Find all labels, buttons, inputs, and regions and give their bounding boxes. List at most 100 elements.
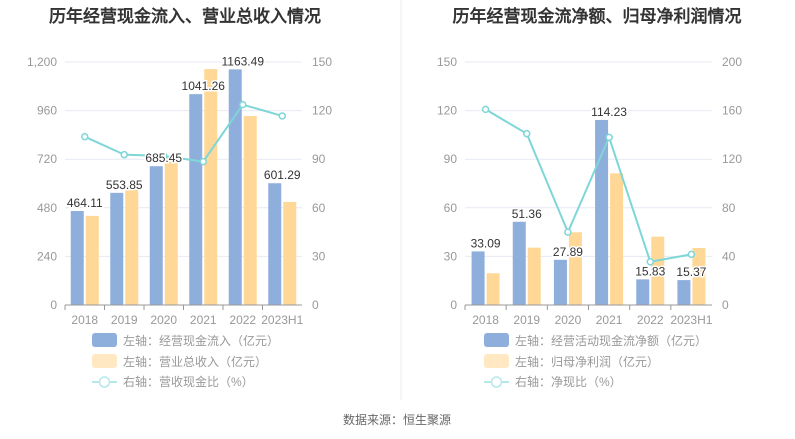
line-revenue-cash-ratio — [84, 103, 283, 163]
line-point — [199, 157, 207, 166]
legend-label: 右轴：营收现金比（%） — [123, 374, 254, 389]
data-label: 51.36 — [512, 207, 542, 221]
legend-label: 左轴：营业总收入（亿元） — [123, 354, 267, 369]
right-axis-tick: 30 — [312, 249, 326, 263]
bar-cash-inflow — [189, 94, 203, 305]
bar-revenue — [283, 201, 297, 305]
bar-revenue — [243, 116, 257, 305]
line-point — [160, 152, 168, 160]
x-axis-label: 2023H1 — [261, 313, 303, 327]
right-axis-tick: 150 — [312, 55, 332, 69]
chart-title: 历年经营现金流入、营业总收入情况 — [49, 6, 321, 26]
x-axis-label: 2018 — [71, 313, 98, 327]
legend-label: 左轴：经营活动现金流净额（亿元） — [515, 333, 707, 348]
bar-cash-inflow — [110, 192, 124, 305]
bar-net-profit — [651, 236, 665, 305]
line-point — [605, 133, 613, 142]
legend-label: 右轴：净现比（%） — [515, 374, 622, 389]
left-axis-tick: 0 — [450, 298, 457, 312]
bar-revenue — [164, 155, 178, 305]
bar-net-profit — [692, 247, 706, 305]
bar-net-cashflow — [471, 251, 485, 305]
x-axis-label: 2020 — [555, 313, 582, 327]
data-label: 464.11 — [67, 196, 103, 210]
bar-net-cashflow — [512, 221, 526, 305]
bar-net-cashflow — [677, 280, 691, 305]
line-net-cash-ratio — [485, 108, 692, 263]
x-axis-label: 2023H1 — [670, 313, 712, 327]
bar-net-cashflow — [595, 119, 609, 305]
data-label: 601.29 — [264, 168, 301, 182]
line-point — [81, 132, 89, 141]
x-axis-label: 2021 — [190, 313, 217, 327]
right-axis-tick: 80 — [722, 201, 736, 215]
legend-swatch-bar2 — [484, 354, 509, 368]
left-axis-tick: 240 — [37, 249, 57, 263]
data-label: 1041.26 — [182, 79, 226, 93]
left-axis-tick: 0 — [50, 298, 57, 312]
legend-swatch-bar2 — [92, 354, 117, 368]
data-label: 114.23 — [591, 105, 627, 119]
left-axis-tick: 720 — [37, 152, 57, 166]
x-axis-label: 2019 — [513, 313, 540, 327]
x-axis-label: 2020 — [150, 313, 177, 327]
legend-label: 左轴：归母净利润（亿元） — [515, 354, 659, 369]
x-axis-label: 2021 — [596, 313, 623, 327]
bar-cash-inflow — [268, 183, 282, 305]
line-point — [646, 257, 654, 266]
bar-net-profit — [610, 173, 624, 305]
bar-cash-inflow — [149, 166, 163, 305]
data-label: 685.45 — [145, 151, 182, 165]
left-axis-tick: 120 — [437, 104, 457, 118]
line-point — [523, 129, 531, 138]
legend-swatch-line-marker — [98, 376, 111, 388]
right-axis-tick: 40 — [722, 249, 736, 263]
line-point — [120, 150, 128, 159]
bar-net-profit — [568, 232, 582, 305]
right-axis-tick: 60 — [312, 201, 326, 215]
x-axis-label: 2019 — [111, 313, 138, 327]
left-axis-tick: 960 — [37, 104, 57, 118]
left-axis-tick: 480 — [37, 201, 57, 215]
line-point — [687, 250, 696, 259]
data-label: 1163.49 — [222, 54, 265, 68]
left-axis-tick: 1,200 — [27, 55, 57, 69]
bar-cash-inflow — [70, 211, 84, 305]
line-point — [564, 228, 572, 236]
right-axis-tick: 0 — [722, 298, 729, 312]
bar-revenue — [85, 215, 99, 305]
bar-net-profit — [486, 273, 500, 305]
bar-net-cashflow — [553, 259, 567, 305]
data-label: 27.89 — [553, 245, 583, 259]
line-point — [481, 105, 490, 114]
x-axis-label: 2022 — [637, 313, 664, 327]
right-axis-tick: 120 — [722, 152, 742, 166]
bar-cash-inflow — [228, 69, 242, 305]
left-axis-tick: 30 — [444, 249, 458, 263]
data-source: 数据来源：恒生聚源 — [343, 412, 451, 427]
legend-swatch-line-marker — [490, 376, 503, 388]
data-label: 15.37 — [676, 265, 706, 279]
left-axis-tick: 90 — [444, 152, 458, 166]
line-point — [239, 100, 247, 109]
bar-net-profit — [527, 247, 541, 305]
chart-title: 历年经营现金流净额、归母净利润情况 — [453, 6, 742, 26]
x-axis-label: 2018 — [472, 313, 499, 327]
left-axis-tick: 60 — [444, 201, 458, 215]
data-label: 553.85 — [106, 178, 143, 192]
data-label: 33.09 — [471, 236, 501, 250]
right-axis-tick: 160 — [722, 104, 742, 118]
bar-revenue — [204, 69, 218, 306]
bar-revenue — [125, 185, 139, 305]
right-axis-tick: 0 — [312, 298, 319, 312]
x-axis-label: 2022 — [229, 313, 256, 327]
legend-swatch-bar1 — [92, 333, 117, 347]
left-axis-tick: 150 — [437, 55, 457, 69]
data-label: 15.83 — [635, 264, 665, 278]
legend-swatch-bar1 — [484, 333, 509, 347]
right-axis-tick: 90 — [312, 152, 326, 166]
right-axis-tick: 200 — [722, 55, 742, 69]
bar-net-cashflow — [636, 279, 650, 305]
